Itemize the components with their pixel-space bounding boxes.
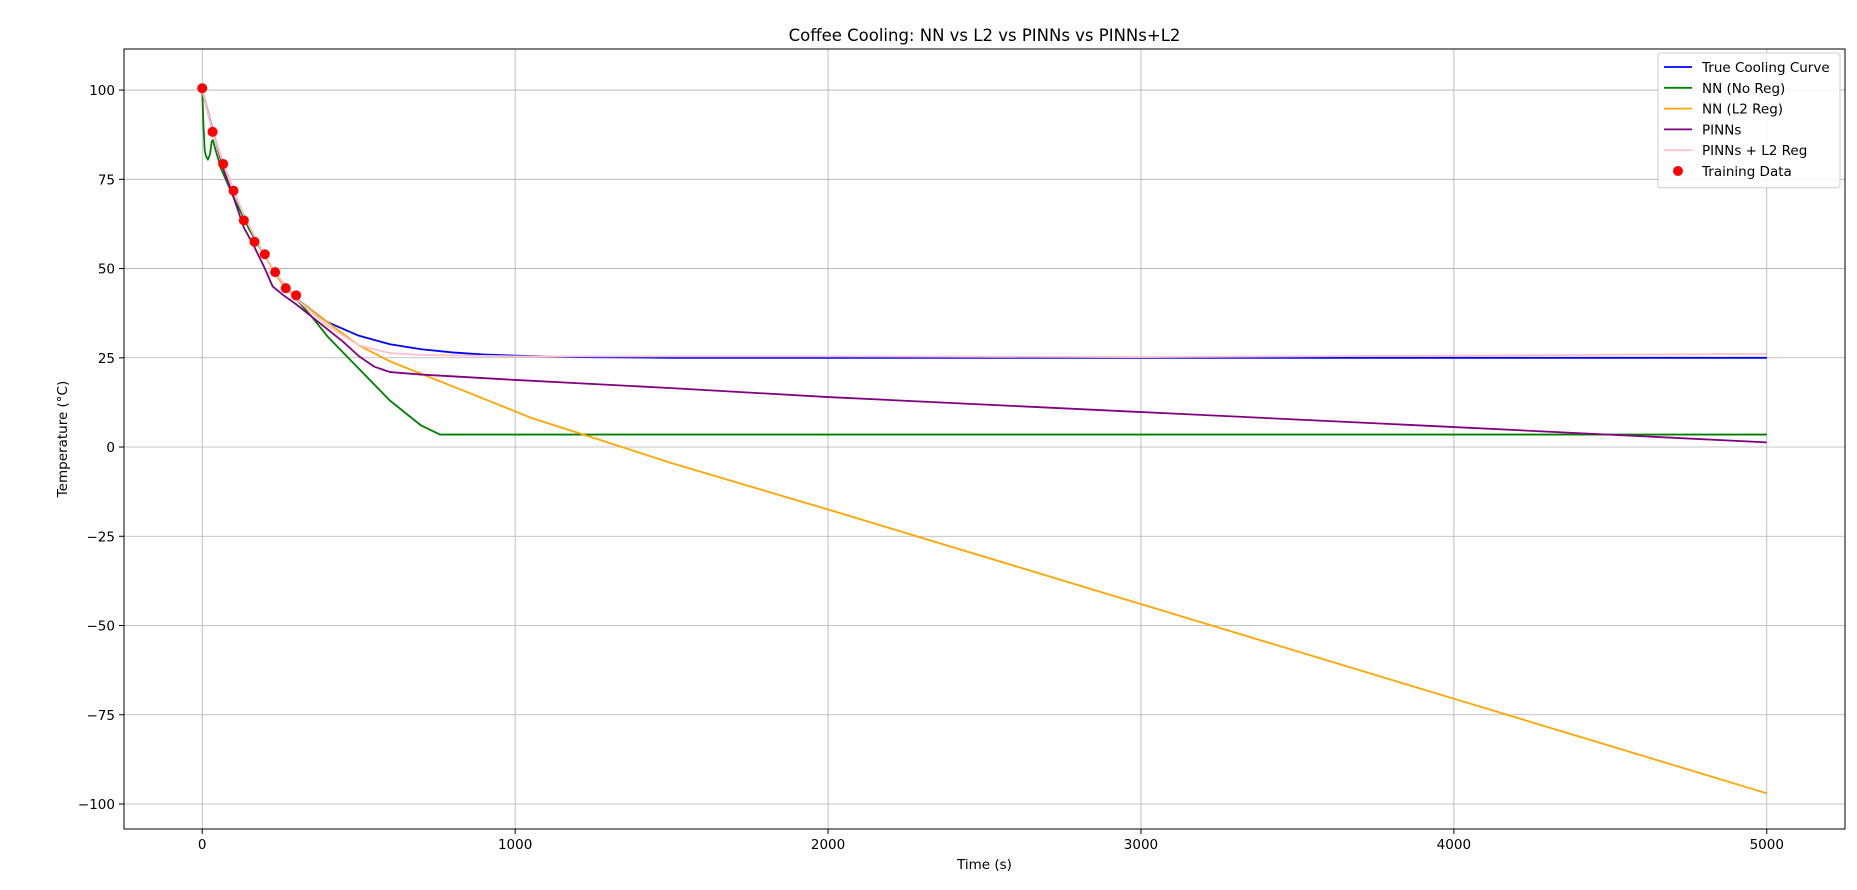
chart-title: Coffee Cooling: NN vs L2 vs PINNs vs PIN… bbox=[789, 26, 1181, 45]
training-data-point bbox=[280, 283, 291, 294]
y-tick-label: 0 bbox=[106, 440, 115, 456]
legend: True Cooling Curve NN (No Reg) NN (L2 Reg)… bbox=[1657, 52, 1841, 189]
training-data-point bbox=[218, 158, 229, 169]
training-data-point bbox=[291, 290, 302, 301]
y-tick-label: −50 bbox=[87, 619, 116, 635]
legend-entry: PINNs bbox=[1664, 122, 1741, 138]
training-data-point bbox=[259, 249, 270, 260]
legend-label: Training Data bbox=[1701, 164, 1792, 180]
legend-frame bbox=[1657, 52, 1841, 189]
plot-area-frame bbox=[123, 48, 1846, 830]
legend-label: NN (L2 Reg) bbox=[1702, 102, 1783, 118]
training-data-point bbox=[228, 185, 239, 196]
legend-label: PINNs + L2 Reg bbox=[1702, 143, 1807, 159]
legend-label: PINNs bbox=[1702, 122, 1741, 138]
x-tick-label: 3000 bbox=[1124, 837, 1158, 853]
x-tick-label: 4000 bbox=[1437, 837, 1471, 853]
series-training-data bbox=[197, 83, 302, 301]
axis-ticks: 0 1000 2000 3000 4000 5000 −100 −75 −50 −25 0 25 50 7… bbox=[78, 83, 1784, 853]
y-tick-label: 75 bbox=[98, 172, 115, 188]
y-tick-label: 50 bbox=[98, 262, 115, 278]
series-layer bbox=[197, 83, 1768, 795]
legend-entry: NN (No Reg) bbox=[1664, 81, 1785, 97]
legend-entry: Training Data bbox=[1673, 164, 1792, 180]
x-tick-label: 5000 bbox=[1750, 837, 1784, 853]
y-tick-label: −75 bbox=[87, 708, 116, 724]
training-data-point bbox=[249, 236, 260, 247]
legend-label: NN (No Reg) bbox=[1702, 81, 1785, 97]
x-axis-label: Time (s) bbox=[956, 857, 1012, 873]
y-tick-label: −100 bbox=[78, 797, 115, 813]
x-tick-label: 0 bbox=[198, 837, 207, 853]
y-axis-label: Temperature (°C) bbox=[55, 381, 71, 499]
y-tick-label: 25 bbox=[98, 351, 115, 367]
legend-entry: PINNs + L2 Reg bbox=[1664, 143, 1807, 159]
x-tick-label: 1000 bbox=[498, 837, 532, 853]
y-tick-label: −25 bbox=[87, 529, 116, 545]
x-tick-label: 2000 bbox=[811, 837, 845, 853]
legend-entry: True Cooling Curve bbox=[1664, 60, 1830, 76]
training-data-point bbox=[270, 267, 281, 278]
y-tick-label: 100 bbox=[89, 83, 115, 99]
training-data-point bbox=[238, 215, 249, 226]
legend-marker bbox=[1673, 166, 1683, 176]
training-data-point bbox=[207, 126, 218, 137]
legend-entry: NN (L2 Reg) bbox=[1664, 102, 1783, 118]
training-data-point bbox=[197, 83, 208, 94]
legend-label: True Cooling Curve bbox=[1701, 60, 1830, 76]
